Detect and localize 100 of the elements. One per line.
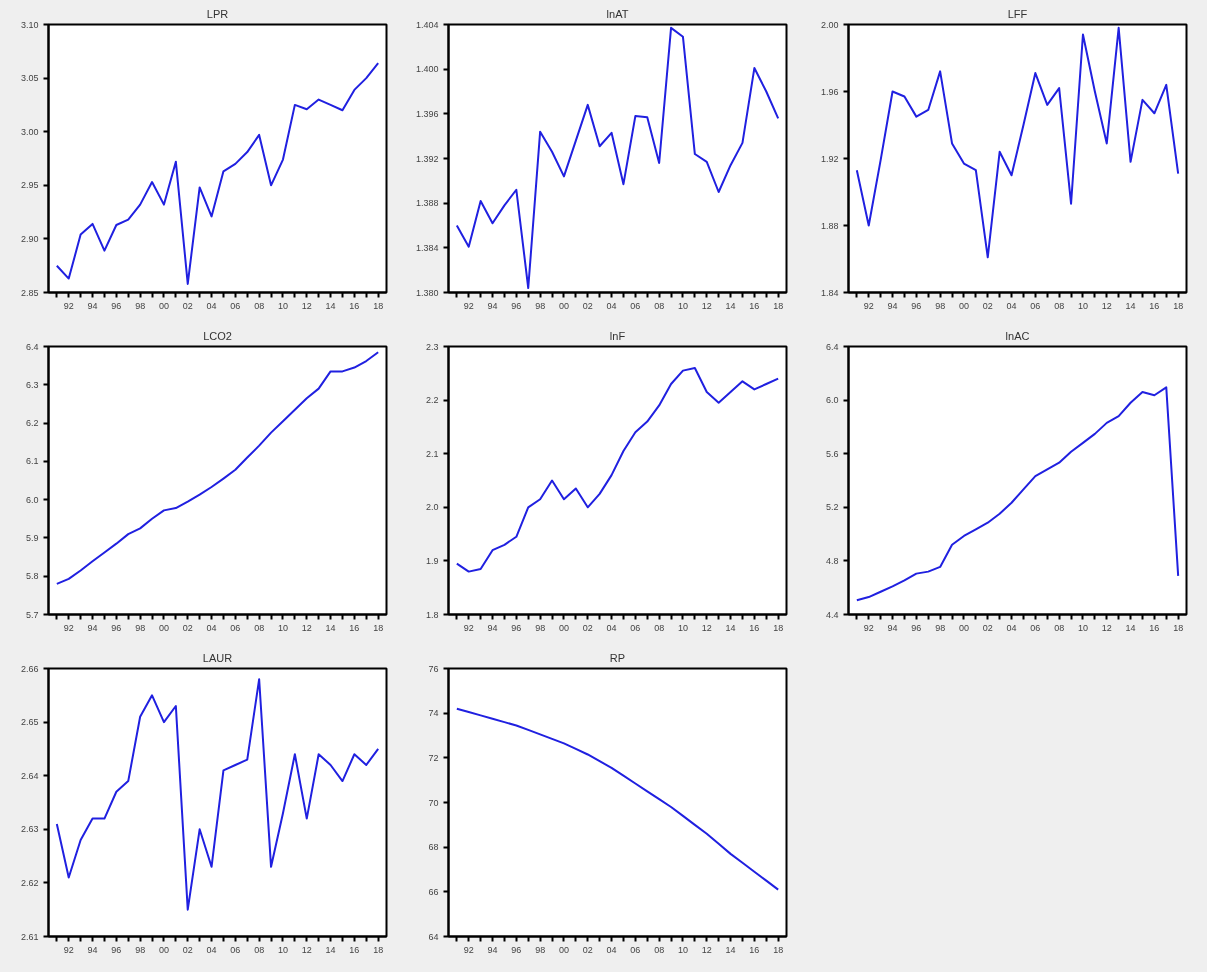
chart-title: lnF bbox=[609, 329, 626, 342]
x-tick-label: 16 bbox=[749, 300, 760, 311]
chart-title: lnAT bbox=[606, 7, 629, 20]
x-tick-label: 02 bbox=[182, 300, 193, 311]
x-tick-label: 94 bbox=[887, 300, 898, 311]
x-tick-label: 18 bbox=[373, 300, 384, 311]
x-tick-label: 18 bbox=[773, 300, 784, 311]
x-tick-label: 96 bbox=[911, 300, 922, 311]
x-tick-label: 96 bbox=[511, 622, 522, 633]
x-tick-label: 04 bbox=[206, 944, 217, 955]
y-tick-label: 1.8 bbox=[425, 609, 439, 620]
x-tick-label: 92 bbox=[63, 944, 74, 955]
x-tick-label: 04 bbox=[606, 300, 617, 311]
x-tick-label: 04 bbox=[206, 300, 217, 311]
x-tick-label: 02 bbox=[582, 300, 593, 311]
x-tick-label: 06 bbox=[630, 300, 641, 311]
x-tick-label: 98 bbox=[135, 300, 146, 311]
x-tick-label: 96 bbox=[111, 622, 122, 633]
x-tick-label: 94 bbox=[87, 944, 98, 955]
y-tick-label: 6.3 bbox=[25, 379, 39, 390]
x-tick-label: 02 bbox=[182, 622, 193, 633]
x-tick-label: 10 bbox=[677, 300, 688, 311]
y-tick-label: 1.84 bbox=[820, 287, 839, 298]
y-tick-label: 6.1 bbox=[25, 456, 39, 467]
y-tick-label: 2.66 bbox=[20, 663, 39, 674]
y-tick-label: 74 bbox=[428, 708, 439, 719]
x-tick-label: 98 bbox=[535, 300, 546, 311]
x-tick-label: 16 bbox=[749, 622, 760, 633]
x-tick-label: 92 bbox=[463, 944, 474, 955]
x-tick-label: 94 bbox=[487, 944, 498, 955]
x-tick-label: 06 bbox=[630, 622, 641, 633]
x-tick-label: 02 bbox=[982, 622, 993, 633]
x-tick-label: 14 bbox=[725, 944, 736, 955]
y-tick-label: 72 bbox=[428, 752, 439, 763]
y-tick-label: 2.1 bbox=[425, 448, 439, 459]
x-tick-label: 06 bbox=[230, 944, 241, 955]
x-tick-label: 04 bbox=[1006, 300, 1017, 311]
x-tick-label: 00 bbox=[158, 944, 169, 955]
y-tick-label: 5.2 bbox=[825, 502, 839, 513]
chart-title: LCO2 bbox=[203, 329, 232, 342]
x-tick-label: 18 bbox=[773, 622, 784, 633]
y-tick-label: 70 bbox=[428, 797, 439, 808]
x-tick-label: 18 bbox=[1173, 300, 1184, 311]
x-tick-label: 10 bbox=[277, 944, 288, 955]
y-tick-label: 2.61 bbox=[20, 931, 39, 942]
x-tick-label: 04 bbox=[606, 622, 617, 633]
x-tick-label: 16 bbox=[1149, 622, 1160, 633]
x-tick-label: 12 bbox=[1101, 622, 1112, 633]
y-tick-label: 1.92 bbox=[820, 153, 839, 164]
x-tick-label: 96 bbox=[111, 944, 122, 955]
x-tick-label: 18 bbox=[373, 944, 384, 955]
y-tick-label: 2.63 bbox=[20, 824, 39, 835]
x-tick-label: 94 bbox=[487, 622, 498, 633]
y-tick-label: 1.9 bbox=[425, 555, 439, 566]
y-tick-label: 6.0 bbox=[25, 494, 39, 505]
y-tick-label: 5.9 bbox=[25, 532, 39, 543]
x-tick-label: 96 bbox=[111, 300, 122, 311]
x-tick-label: 18 bbox=[773, 944, 784, 955]
x-tick-label: 92 bbox=[863, 300, 874, 311]
y-tick-label: 6.0 bbox=[825, 395, 839, 406]
x-tick-label: 00 bbox=[958, 300, 969, 311]
x-tick-label: 10 bbox=[677, 622, 688, 633]
x-tick-label: 98 bbox=[935, 622, 946, 633]
x-tick-label: 08 bbox=[654, 944, 665, 955]
x-tick-label: 08 bbox=[254, 944, 265, 955]
x-tick-label: 10 bbox=[677, 944, 688, 955]
x-tick-label: 06 bbox=[230, 622, 241, 633]
x-tick-label: 00 bbox=[558, 300, 569, 311]
x-tick-label: 18 bbox=[1173, 622, 1184, 633]
y-tick-label: 1.96 bbox=[820, 86, 839, 97]
x-tick-label: 08 bbox=[1054, 622, 1065, 633]
x-tick-label: 14 bbox=[325, 300, 336, 311]
x-tick-label: 98 bbox=[935, 300, 946, 311]
x-tick-label: 02 bbox=[582, 622, 593, 633]
x-tick-label: 14 bbox=[1125, 622, 1136, 633]
x-tick-label: 06 bbox=[1030, 622, 1041, 633]
x-tick-label: 94 bbox=[87, 300, 98, 311]
y-tick-label: 2.90 bbox=[20, 233, 39, 244]
x-tick-label: 12 bbox=[701, 622, 712, 633]
x-tick-label: 98 bbox=[535, 622, 546, 633]
x-tick-label: 96 bbox=[911, 622, 922, 633]
y-tick-label: 2.95 bbox=[20, 180, 39, 191]
x-tick-label: 04 bbox=[206, 622, 217, 633]
chart-title: LPR bbox=[206, 7, 229, 20]
y-tick-label: 1.396 bbox=[415, 108, 439, 119]
y-tick-label: 1.388 bbox=[415, 198, 439, 209]
x-tick-label: 92 bbox=[463, 622, 474, 633]
x-tick-label: 92 bbox=[63, 300, 74, 311]
x-tick-label: 12 bbox=[1101, 300, 1112, 311]
y-tick-label: 1.392 bbox=[415, 153, 439, 164]
x-tick-label: 12 bbox=[301, 944, 312, 955]
x-tick-label: 14 bbox=[325, 622, 336, 633]
y-tick-label: 2.00 bbox=[820, 19, 839, 30]
x-tick-label: 10 bbox=[1077, 300, 1088, 311]
y-tick-label: 2.64 bbox=[20, 770, 39, 781]
x-tick-label: 02 bbox=[182, 944, 193, 955]
x-tick-label: 14 bbox=[1125, 300, 1136, 311]
y-tick-label: 2.85 bbox=[20, 287, 39, 298]
y-tick-label: 6.4 bbox=[825, 341, 839, 352]
x-tick-label: 14 bbox=[725, 300, 736, 311]
